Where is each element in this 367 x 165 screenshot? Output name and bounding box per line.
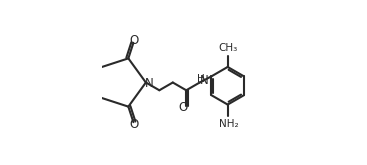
Text: O: O: [130, 118, 139, 132]
Text: O: O: [130, 33, 139, 47]
Text: CH₃: CH₃: [218, 43, 237, 53]
Text: N: N: [145, 77, 154, 90]
Text: N: N: [200, 74, 209, 87]
Text: NH₂: NH₂: [219, 119, 238, 129]
Text: H: H: [197, 74, 204, 84]
Text: O: O: [179, 101, 188, 114]
